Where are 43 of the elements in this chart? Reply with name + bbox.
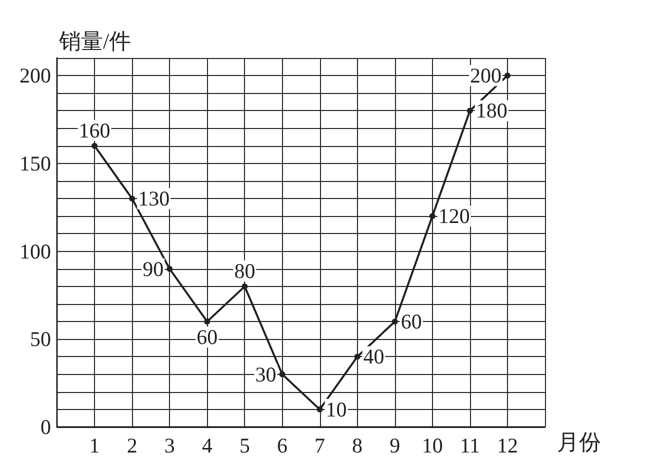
y-tick-label: 0 bbox=[40, 415, 51, 439]
x-tick-label: 1 bbox=[89, 434, 100, 458]
point bbox=[429, 213, 436, 220]
point bbox=[242, 283, 248, 290]
x-tick-label: 2 bbox=[126, 434, 138, 458]
point bbox=[92, 142, 98, 149]
x-tick-label: 3 bbox=[164, 434, 175, 458]
y-tick-label: 50 bbox=[30, 327, 51, 352]
point bbox=[166, 266, 173, 272]
point bbox=[316, 406, 323, 412]
x-tick-label: 6 bbox=[276, 434, 288, 458]
data-label: 130 bbox=[138, 186, 170, 211]
point bbox=[504, 72, 510, 79]
point bbox=[354, 354, 360, 360]
x-tick-label: 10 bbox=[422, 434, 443, 458]
data-label: 30 bbox=[255, 362, 276, 386]
point bbox=[129, 196, 136, 202]
y-tick-label: 150 bbox=[20, 151, 51, 176]
point bbox=[392, 318, 398, 325]
x-tick-label: 7 bbox=[314, 434, 326, 458]
x-tick-label: 12 bbox=[496, 434, 518, 458]
x-tick-label: 11 bbox=[460, 434, 480, 458]
x-tick-label: 8 bbox=[352, 434, 363, 458]
y-tick-label: 200 bbox=[20, 64, 51, 88]
point bbox=[466, 108, 473, 114]
x-tick-label: 9 bbox=[390, 434, 400, 458]
data-label: 80 bbox=[234, 258, 256, 283]
data-label: 120 bbox=[438, 204, 470, 228]
data-label: 160 bbox=[78, 118, 110, 142]
data-label: 200 bbox=[470, 64, 502, 88]
y-tick-label: 100 bbox=[20, 239, 51, 264]
data-label: 40 bbox=[363, 344, 384, 369]
data-label: 60 bbox=[400, 310, 422, 334]
data-label: 10 bbox=[326, 397, 347, 422]
x-axis-title: 月份 bbox=[557, 430, 601, 454]
x-tick-label: 5 bbox=[239, 434, 250, 458]
y-axis-title: 销量/件 bbox=[58, 28, 132, 54]
point bbox=[204, 318, 210, 325]
data-label: 180 bbox=[476, 98, 508, 123]
data-label: 60 bbox=[196, 325, 218, 350]
x-tick-label: 4 bbox=[202, 434, 213, 458]
data-label: 90 bbox=[142, 256, 164, 281]
point bbox=[279, 371, 286, 378]
